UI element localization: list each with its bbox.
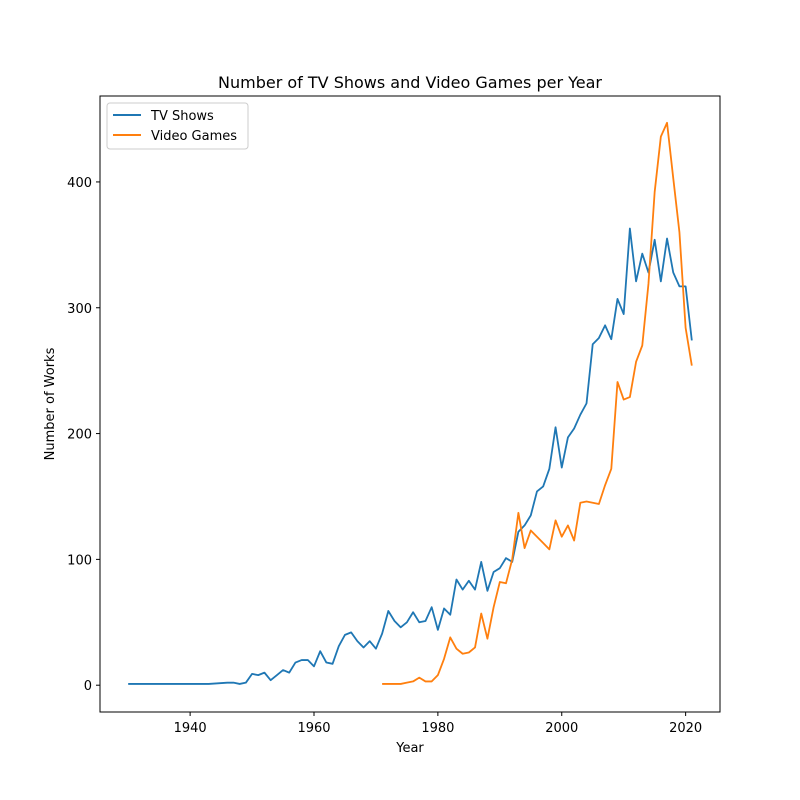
x-tick-label-1960: 1960 [297, 721, 330, 736]
legend-label-video-games: Video Games [151, 129, 237, 144]
series-line-tv-shows [128, 227, 693, 685]
y-tick-label-300: 300 [67, 302, 92, 317]
x-tick-label-2020: 2020 [669, 721, 702, 736]
x-tick-label-1980: 1980 [421, 721, 454, 736]
x-tick-label-1940: 1940 [174, 721, 207, 736]
plot-frame [99, 95, 721, 713]
y-tick-label-200: 200 [67, 428, 92, 443]
y-axis-label: Number of Works [43, 347, 58, 460]
legend-box [106, 102, 249, 150]
chart-title: Number of TV Shows and Video Games per Y… [218, 73, 602, 92]
ticks-layer: 1940 1960 1980 2000 2020 0 100 200 300 400 [67, 176, 702, 736]
legend-label-tv-shows: TV Shows [150, 109, 214, 124]
series-line-video-games [382, 121, 693, 685]
series-layer [128, 121, 693, 685]
y-tick-label-400: 400 [67, 176, 92, 191]
y-tick-label-100: 100 [67, 553, 92, 568]
y-tick-label-0: 0 [84, 679, 92, 694]
x-tick-label-2000: 2000 [545, 721, 578, 736]
x-axis-label: Year [395, 741, 424, 756]
legend: TV Shows Video Games [106, 102, 249, 150]
